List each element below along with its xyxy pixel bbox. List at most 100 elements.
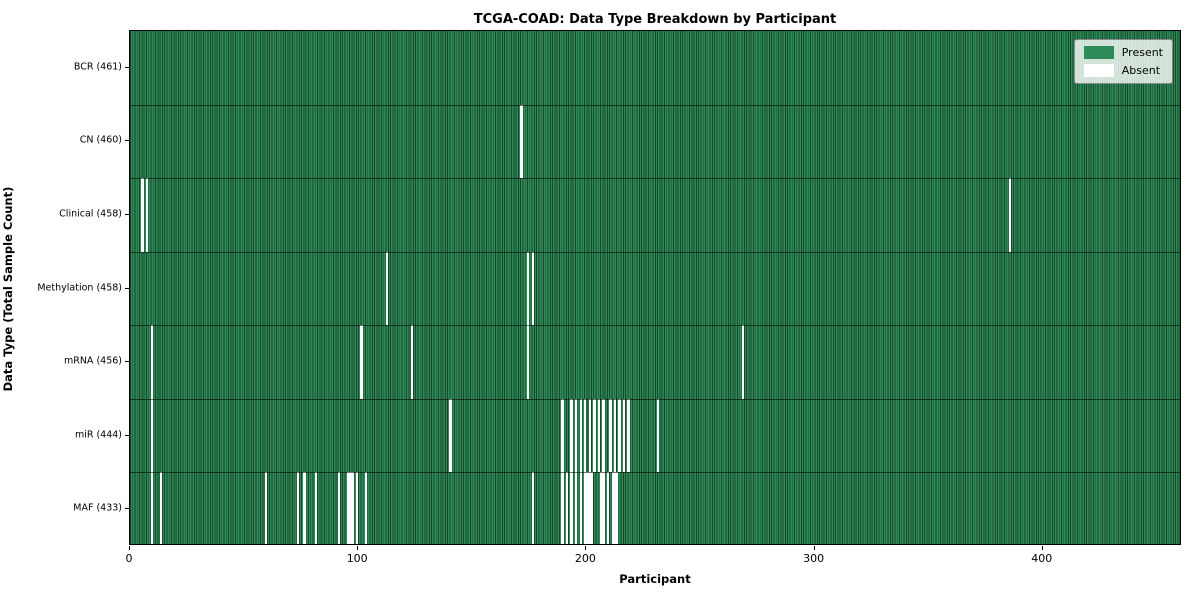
ytick-mark: [125, 434, 129, 436]
ytick-mark: [125, 140, 129, 142]
absent-cell: [531, 251, 534, 326]
absent-cell: [565, 472, 569, 544]
absent-cell: [741, 325, 744, 399]
absent-cell: [616, 472, 619, 544]
xtick-mark: [129, 546, 130, 550]
absent-cell: [561, 398, 564, 473]
absent-cell: [561, 472, 564, 544]
absent-cell: [410, 325, 413, 399]
row-separator: [130, 104, 1180, 106]
absent-cell: [150, 325, 153, 399]
xtick-label: 400: [1031, 552, 1053, 565]
absent-cell: [570, 398, 573, 473]
row-separator: [130, 472, 1180, 474]
absent-cell: [150, 472, 153, 544]
absent-cell: [588, 398, 591, 473]
absent-cell: [531, 472, 534, 544]
legend-swatch-present: [1083, 46, 1114, 59]
absent-cell: [622, 398, 626, 473]
absent-cell: [145, 178, 149, 252]
absent-cell: [303, 472, 306, 544]
absent-cell: [264, 472, 267, 544]
absent-cell: [351, 472, 354, 544]
heatmap-row-mrna: [130, 325, 1180, 399]
row-separator: [130, 325, 1180, 327]
legend-label: Absent: [1121, 64, 1161, 77]
absent-cell: [588, 472, 591, 544]
absent-cell: [584, 472, 587, 544]
heatmap-row-cn: [130, 104, 1180, 179]
absent-cell: [314, 472, 318, 544]
x-axis-label: Participant: [619, 572, 691, 586]
legend-entry-absent: Absent: [1083, 64, 1163, 77]
absent-cell: [602, 472, 605, 544]
heatmap-row-maf: [130, 472, 1180, 544]
absent-cell: [657, 398, 660, 473]
y-axis-label: Data Type (Total Sample Count): [1, 186, 15, 392]
heatmap-row-mir: [130, 398, 1180, 473]
absent-cell: [355, 472, 359, 544]
ytick-mark: [125, 287, 129, 289]
xtick-mark: [1041, 546, 1043, 550]
ytick-label-maf: MAF (433): [73, 502, 122, 514]
xtick-label: 300: [803, 552, 825, 565]
absent-cell: [150, 398, 153, 473]
absent-cell: [579, 398, 582, 473]
ytick-mark: [125, 213, 129, 215]
absent-cell: [159, 472, 162, 544]
heatmap-row-bcr: [130, 31, 1180, 105]
absent-cell: [296, 472, 299, 544]
absent-cell: [609, 398, 612, 473]
absent-cell: [570, 472, 573, 544]
absent-cell: [449, 398, 452, 473]
legend-entry-present: Present: [1083, 46, 1163, 59]
absent-cell: [365, 472, 368, 544]
xtick-label: 100: [346, 552, 368, 565]
heatmap-row-methylation: [130, 251, 1180, 326]
ytick-label-clinical: Clinical (458): [59, 208, 122, 220]
ytick-label-mir: miR (444): [74, 429, 122, 441]
absent-cell: [593, 398, 596, 473]
absent-cell: [606, 472, 610, 544]
absent-cell: [527, 325, 530, 399]
heatmap-row-clinical: [130, 178, 1180, 252]
absent-cell: [520, 104, 523, 179]
absent-cell: [141, 178, 144, 252]
absent-cell: [613, 398, 617, 473]
ytick-label-mrna: mRNA (456): [63, 355, 122, 367]
absent-cell: [574, 398, 578, 473]
absent-cell: [360, 325, 363, 399]
absent-cell: [337, 472, 340, 544]
xtick-mark: [357, 546, 359, 550]
absent-cell: [611, 472, 614, 544]
absent-cell: [385, 251, 388, 326]
absent-cell: [346, 472, 350, 544]
absent-cell: [627, 398, 630, 473]
xtick-mark: [585, 546, 587, 550]
absent-cell: [1008, 178, 1011, 252]
absent-cell: [586, 472, 589, 544]
xtick-mark: [813, 546, 815, 550]
ytick-mark: [125, 66, 129, 68]
absent-cell: [600, 472, 603, 544]
absent-cell: [590, 472, 594, 544]
absent-cell: [618, 398, 621, 473]
ytick-label-cn: CN (460): [79, 134, 122, 146]
ytick-label-bcr: BCR (461): [73, 61, 122, 73]
absent-cell: [574, 472, 578, 544]
absent-cell: [584, 398, 587, 473]
row-separator: [130, 251, 1180, 253]
chart-title: TCGA-COAD: Data Type Breakdown by Partic…: [473, 12, 837, 27]
ytick-label-methylation: Methylation (458): [37, 282, 122, 293]
absent-cell: [597, 398, 601, 473]
legend-label: Present: [1121, 46, 1163, 59]
plot-area: Present Absent: [129, 30, 1181, 545]
row-separator: [130, 398, 1180, 400]
row-separator: [130, 178, 1180, 180]
absent-cell: [349, 472, 352, 544]
ytick-mark: [125, 508, 129, 510]
xtick-label: 200: [574, 552, 596, 565]
absent-cell: [613, 472, 617, 544]
absent-cell: [579, 472, 582, 544]
